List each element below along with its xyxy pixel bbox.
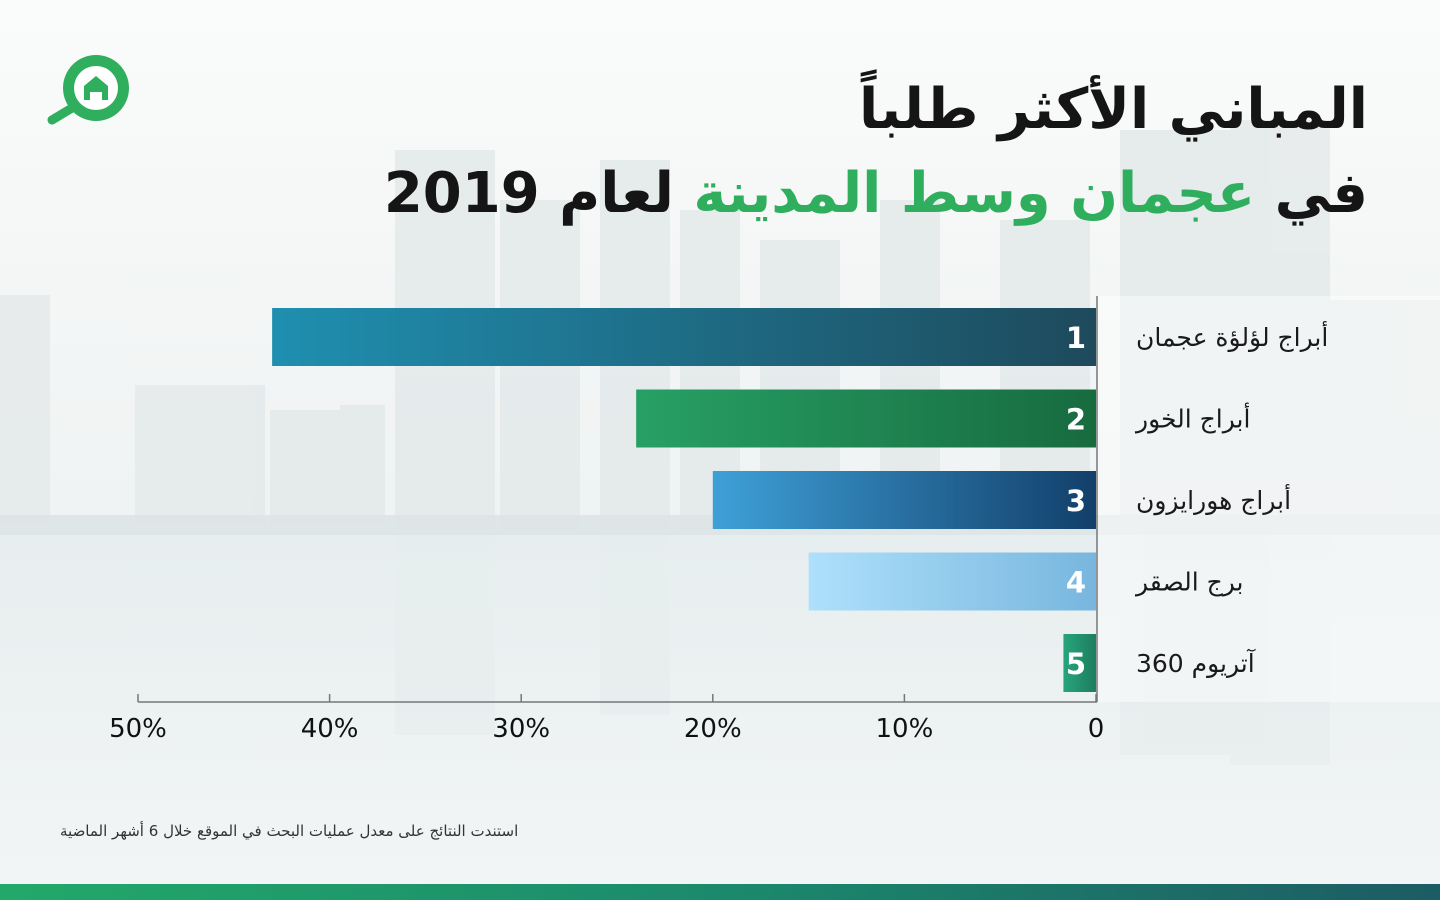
category-label: آتريوم 360	[1136, 648, 1256, 678]
bar-rank-label: 3	[1066, 484, 1086, 518]
page-title-line2: في عجمان وسط المدينة لعام 2019	[384, 166, 1368, 222]
x-tick-label: 20%	[684, 714, 742, 744]
bar-4	[808, 552, 1096, 611]
source-footnote: استندت النتائج على معدل عمليات البحث في …	[60, 822, 519, 840]
x-tick-label: 40%	[301, 714, 359, 744]
category-label: أبراج هورايزون	[1136, 483, 1291, 516]
category-label: أبراج لؤلؤة عجمان	[1136, 320, 1328, 353]
category-label: برج الصقر	[1134, 568, 1244, 598]
page-title-line1: المباني الأكثر طلباً	[859, 77, 1368, 142]
label-panel	[1097, 296, 1440, 702]
bar-rank-label: 5	[1066, 647, 1086, 681]
x-tick-label: 10%	[876, 714, 934, 744]
bar-rank-label: 4	[1066, 566, 1086, 600]
bar-1	[272, 308, 1096, 366]
x-tick-label: 30%	[492, 714, 550, 744]
title-location-highlight: عجمان وسط المدينة	[693, 161, 1256, 226]
x-tick-label: 0	[1088, 714, 1105, 744]
title-prefix: في	[1274, 161, 1368, 226]
category-label: أبراج الخور	[1134, 402, 1250, 435]
bar-3	[712, 471, 1096, 529]
bottom-accent-bar	[0, 884, 1440, 900]
bar-2	[636, 389, 1096, 448]
bar-rank-label: 1	[1066, 321, 1086, 355]
house-search-icon	[47, 55, 129, 125]
bar-rank-label: 2	[1066, 403, 1086, 437]
title-year: لعام 2019	[383, 161, 674, 226]
bar-5	[1063, 634, 1096, 692]
x-tick-label: 50%	[109, 714, 167, 744]
